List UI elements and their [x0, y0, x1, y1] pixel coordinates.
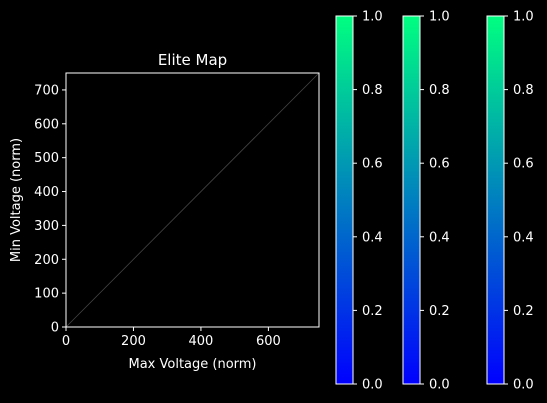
colorbar-tick-label: 0.8 [362, 83, 383, 98]
colorbar-tick-label: 0.4 [429, 230, 450, 245]
x-tick-label: 400 [189, 334, 214, 349]
colorbar-gradient [402, 15, 421, 385]
colorbar-tick-label: 0.2 [429, 304, 450, 319]
y-axis-ticks: 0 100 200 300 400 500 600 700 [34, 83, 66, 336]
x-tick-label: 0 [62, 334, 70, 349]
colorbar-tick-label: 0.6 [362, 157, 383, 172]
y-tick-label: 600 [34, 117, 59, 132]
y-tick-label: 700 [34, 83, 59, 98]
colorbar-tick-label: 0.0 [362, 378, 383, 393]
y-tick-label: 0 [51, 321, 59, 336]
colorbar-tick-label: 1.0 [362, 10, 383, 25]
colorbar-tick-label: 0.2 [513, 304, 534, 319]
colorbar-tick-label: 1.0 [429, 10, 450, 25]
diagonal-line [65, 72, 320, 328]
colorbar-3: 0.0 0.2 0.4 0.6 0.8 1.0 [486, 10, 534, 393]
colorbar-tick-label: 0.4 [362, 230, 383, 245]
colorbar-tick-label: 0.6 [429, 157, 450, 172]
x-tick-label: 200 [121, 334, 146, 349]
colorbar-gradient [335, 15, 354, 385]
colorbars: 0.00.20.40.60.81.00.00.20.40.60.81.00.00… [335, 10, 534, 393]
x-axis-label: Max Voltage (norm) [128, 357, 256, 372]
colorbar-tick-label: 0.6 [513, 157, 534, 172]
colorbar-1: 0.0 0.2 0.4 0.6 0.8 1.0 [335, 10, 383, 393]
x-tick-label: 600 [256, 334, 281, 349]
colorbar-tick-label: 0.0 [429, 378, 450, 393]
colorbar-tick-label: 1.0 [513, 10, 534, 25]
y-tick-label: 300 [34, 219, 59, 234]
plot-frame [65, 72, 320, 328]
x-axis-ticks: 0 200 400 600 [62, 327, 281, 349]
colorbar-tick-label: 0.4 [513, 230, 534, 245]
colorbar-tick-label: 0.8 [429, 83, 450, 98]
colorbar-gradient [486, 15, 505, 385]
y-tick-label: 200 [34, 253, 59, 268]
y-tick-label: 400 [34, 185, 59, 200]
elite-map-plot: Elite Map 0 200 400 600 0 100 200 300 400 500 600… [9, 51, 320, 372]
colorbar-tick-label: 0.0 [513, 378, 534, 393]
y-tick-label: 100 [34, 287, 59, 302]
colorbar-tick-label: 0.8 [513, 83, 534, 98]
y-axis-label: Min Voltage (norm) [9, 138, 24, 262]
chart-title: Elite Map [158, 51, 227, 69]
colorbar-2: 0.0 0.2 0.4 0.6 0.8 1.0 [402, 10, 450, 393]
y-tick-label: 500 [34, 151, 59, 166]
colorbar-tick-label: 0.2 [362, 304, 383, 319]
